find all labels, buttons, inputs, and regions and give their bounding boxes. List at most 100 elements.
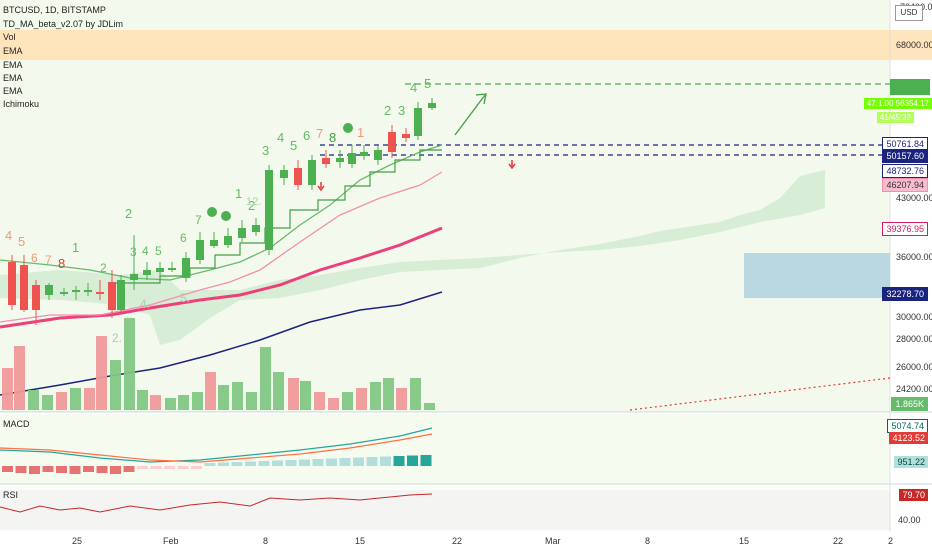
candle-body[interactable] [336,158,344,162]
td-count-label: 1 [357,125,364,140]
candle-body[interactable] [108,282,116,310]
candle-body[interactable] [308,160,316,185]
price-badge-current: 47.1.00 56354.17 [863,98,932,109]
time-tick: 2 [888,536,893,546]
candle-body[interactable] [60,292,68,294]
price-level-badge: 32278.70 [882,287,928,301]
volume-bar [28,390,39,410]
volume-bar [342,392,353,410]
candle-body[interactable] [168,268,176,270]
candle-body[interactable] [252,225,260,232]
candle-body[interactable] [156,268,164,272]
candle-body[interactable] [32,285,40,310]
price-tick: 26000.00 [896,362,932,372]
td-count-label: 8 [58,256,65,271]
rsi-pane-label[interactable]: RSI [3,490,19,500]
time-axis[interactable]: 25 Feb 8 15 22 Mar 8 15 22 2 [72,536,893,546]
candle-body[interactable] [72,290,80,292]
candle-body[interactable] [8,262,16,305]
indicator-title[interactable]: TD_MA_beta_v2.07 by JDLim [3,19,124,29]
candle-body[interactable] [280,170,288,178]
td-count-label: 7 [316,126,323,141]
volume-bar [137,390,148,410]
candle-body[interactable] [96,292,104,294]
sell-arrow-icon [508,160,516,170]
indicator-ema-label[interactable]: EMA [3,46,23,56]
price-badge-green [890,79,930,95]
candle-body[interactable] [238,228,246,238]
volume-bar [84,388,95,410]
volume-bar [14,346,25,410]
price-level-badge: 50157.60 [882,149,928,163]
macd-hist-bar [326,458,337,466]
td-count-label: 8 [329,130,336,145]
macd-hist-bar [312,459,324,466]
indicator-ema-label[interactable]: EMA [3,60,23,70]
macd-hist-bar [137,466,148,469]
ema-pink-long[interactable] [0,226,443,329]
candle-body[interactable] [360,152,368,156]
candle-body[interactable] [402,134,410,138]
td-count-label: 2 [100,261,107,275]
macd-hist-bar [218,462,229,466]
candle-body[interactable] [210,240,218,246]
volume-bar [300,381,311,410]
indicator-ema-label[interactable]: EMA [3,73,23,83]
ema-navy[interactable] [0,291,443,396]
ema-pink-short[interactable] [0,171,443,323]
td-count-label: 5 [290,138,297,153]
indicator-ema-label[interactable]: EMA [3,86,23,96]
macd-hist-bar [258,461,270,466]
ema-green[interactable] [0,144,443,281]
candle-body[interactable] [20,265,28,310]
candle-body[interactable] [388,132,396,152]
candle-body[interactable] [117,280,125,310]
td-count-label: 4. [140,297,150,311]
candlestick-series[interactable] [8,98,436,325]
macd-hist-bar [164,466,175,469]
td-count-label: 5 [18,234,25,249]
candle-body[interactable] [224,236,232,245]
td-signal-dot [343,123,353,133]
td-count-label: 2 [248,198,255,213]
candle-body[interactable] [414,108,422,136]
candle-body[interactable] [294,168,302,185]
time-tick: 15 [355,536,365,546]
volume-bar [410,378,421,410]
currency-button[interactable]: USD [895,5,923,21]
macd-hist-bar [191,466,202,469]
trend-line-red[interactable] [629,377,891,411]
td-count-label: 3 [130,245,137,259]
symbol-title[interactable]: BTCUSD, 1D, BITSTAMP [3,5,106,15]
price-level-badge: 48732.76 [882,164,928,178]
candle-body[interactable] [348,153,356,164]
candle-body[interactable] [265,170,273,250]
td-count-label: 4 [142,244,149,258]
forecast-arrow[interactable] [454,94,486,136]
candle-body[interactable] [182,258,190,278]
macd-hist-bar [231,462,243,466]
target-zone-rect[interactable] [744,253,890,298]
candle-body[interactable] [428,103,436,108]
td-count-label: 4 [410,80,417,95]
candle-body[interactable] [322,158,330,164]
candle-body[interactable] [130,274,138,280]
indicator-vol-label[interactable]: Vol [3,32,16,42]
price-badge-time: 41/45:32 [876,112,914,123]
candle-body[interactable] [84,290,92,292]
candle-body[interactable] [196,240,204,260]
macd-hist-bar [110,466,121,474]
indicator-ichimoku-label[interactable]: Ichimoku [3,99,40,109]
macd-hist-bar [69,466,81,474]
macd-signal-badge: 4123.52 [889,432,928,444]
candle-body[interactable] [374,150,382,160]
candle-body[interactable] [143,270,151,275]
td-count-label: 5. [180,291,190,305]
volume-bar [328,398,339,410]
macd-pane-label[interactable]: MACD [3,419,30,429]
price-tick: 68000.00 [896,40,932,50]
macd-hist-bar [245,461,256,466]
candle-body[interactable] [45,285,53,295]
